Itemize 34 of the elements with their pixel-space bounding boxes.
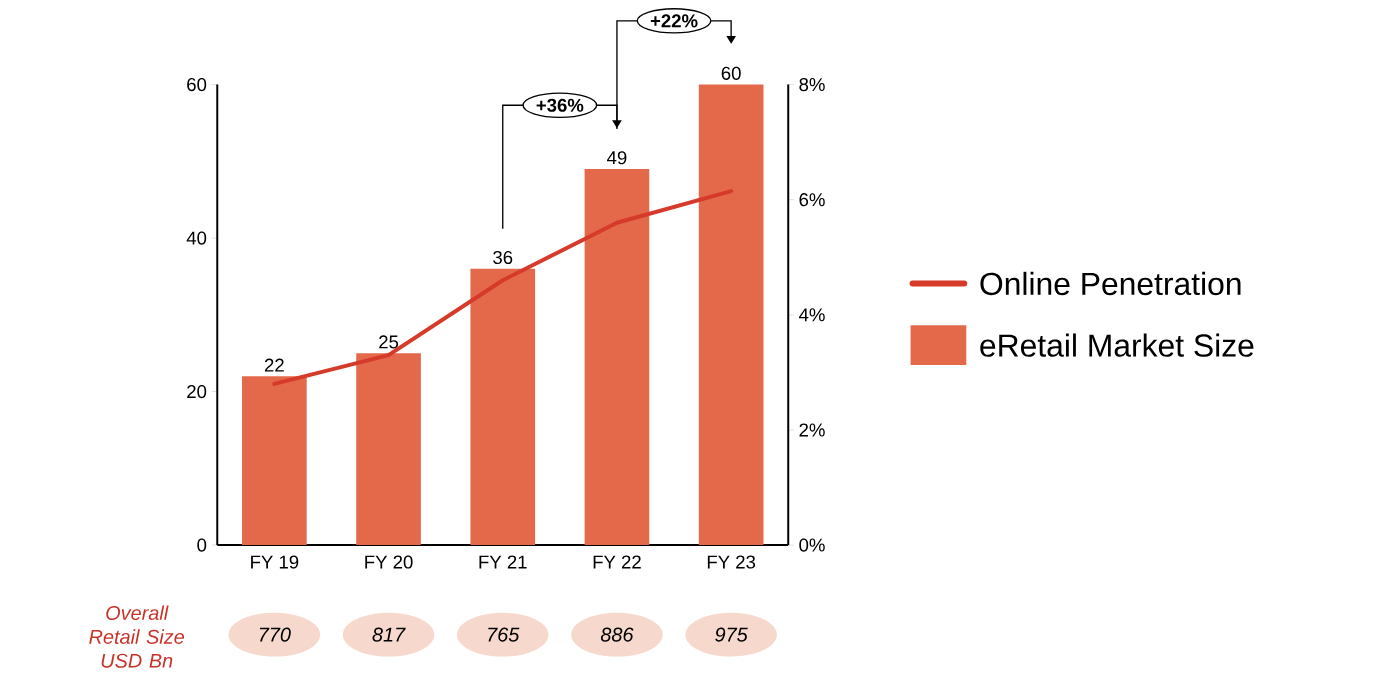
bar <box>470 268 536 545</box>
data-label: 22 <box>264 358 284 372</box>
y-tick-label: 20 <box>187 384 207 399</box>
annotation: +36% <box>536 98 584 112</box>
data-label: 49 <box>607 151 627 165</box>
y-tick-label: 0 <box>197 538 207 552</box>
x-tick-label: FY 23 <box>707 555 756 569</box>
bar <box>356 353 421 545</box>
text: 886 <box>600 627 634 642</box>
data-label: 36 <box>493 250 513 264</box>
y-tick-label: 40 <box>186 231 207 245</box>
bar <box>584 168 650 545</box>
text: 770 <box>259 627 291 642</box>
y2-tick-label: 8% <box>799 77 825 91</box>
bar <box>242 376 307 545</box>
text: 765 <box>488 627 520 642</box>
data-label: 60 <box>721 66 741 80</box>
text: 975 <box>715 627 748 642</box>
data-label: 25 <box>379 335 399 349</box>
y2-tick-label: 0% <box>799 538 825 552</box>
text: Overall Retail Size USD Bn <box>89 605 185 668</box>
x-tick-label: FY 21 <box>479 555 527 569</box>
y2-tick-label: 6% <box>799 192 825 207</box>
legend-label: Online Penetration <box>980 271 1241 296</box>
bar <box>698 84 764 545</box>
x-tick-label: FY 22 <box>593 555 641 569</box>
y2-tick-label: 4% <box>798 308 825 322</box>
text: +22% <box>650 14 698 28</box>
legend-label: eRetail Market Size <box>980 333 1254 357</box>
x-tick-label: FY 20 <box>365 555 413 569</box>
x-tick-label: FY 19 <box>251 555 299 569</box>
text: 817 <box>372 627 406 642</box>
y-tick-label: 60 <box>187 77 207 91</box>
y2-tick-label: 2% <box>799 423 825 437</box>
